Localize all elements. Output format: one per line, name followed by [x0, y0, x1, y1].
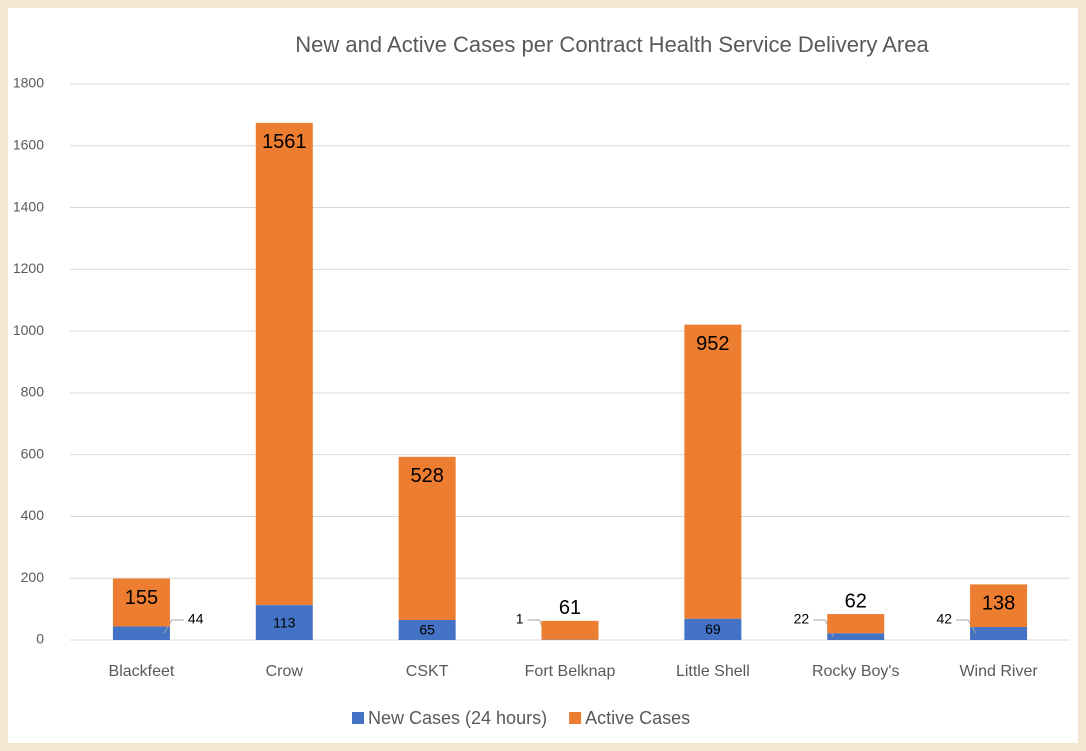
y-tick-label: 1800: [13, 75, 44, 91]
bar-segment: [970, 627, 1028, 640]
chart-background: [8, 8, 1078, 743]
legend-label: Active Cases: [585, 708, 690, 728]
bar-segment: [684, 618, 742, 640]
data-label: 155: [125, 587, 158, 609]
x-tick-label: CSKT: [406, 663, 449, 680]
bar-segment: [112, 578, 170, 627]
data-label: 113: [273, 614, 296, 630]
x-tick-label: Fort Belknap: [525, 663, 616, 680]
data-label: 42: [936, 611, 952, 627]
y-tick-label: 600: [21, 445, 45, 461]
bar-segment: [541, 620, 599, 640]
bar-segment: [255, 122, 313, 606]
y-tick-label: 400: [21, 507, 45, 523]
callout-line: [956, 619, 977, 634]
x-tick-label: Crow: [266, 663, 304, 680]
legend-swatch: [352, 712, 364, 724]
chart-title: New and Active Cases per Contract Health…: [295, 32, 929, 57]
bar-segment: [112, 626, 170, 640]
bar-segment: [255, 605, 313, 640]
data-label: 952: [696, 333, 729, 355]
y-tick-label: 1000: [13, 322, 44, 338]
data-label: 22: [794, 611, 810, 627]
y-tick-label: 1200: [13, 260, 44, 276]
callout-line: [163, 619, 184, 634]
data-label: 1: [516, 611, 524, 627]
data-label: 138: [982, 593, 1015, 615]
bar-segment: [684, 324, 742, 619]
x-tick-label: Blackfeet: [109, 663, 175, 680]
data-label: 61: [559, 597, 581, 619]
legend-swatch: [569, 712, 582, 724]
bar-segment: [827, 633, 885, 640]
data-label: 44: [188, 611, 204, 627]
bar-segment: [398, 619, 456, 640]
bar-segment: [398, 456, 456, 620]
bar-segment: [827, 614, 885, 634]
x-tick-label: Little Shell: [676, 663, 750, 680]
legend-label: New Cases (24 hours): [368, 708, 547, 728]
y-tick-label: 800: [21, 384, 45, 400]
data-label: 69: [705, 621, 721, 637]
y-tick-label: 200: [21, 569, 45, 585]
data-label: 528: [410, 465, 443, 487]
y-tick-label: 1600: [13, 136, 44, 152]
data-label: 65: [419, 622, 435, 638]
y-tick-label: 0: [36, 631, 44, 647]
x-tick-label: Rocky Boy's: [812, 663, 900, 680]
x-tick-label: Wind River: [959, 663, 1038, 680]
data-label: 62: [845, 590, 867, 612]
y-tick-label: 1400: [13, 198, 44, 214]
bar-segment: [970, 584, 1028, 628]
data-label: 1561: [262, 131, 307, 153]
